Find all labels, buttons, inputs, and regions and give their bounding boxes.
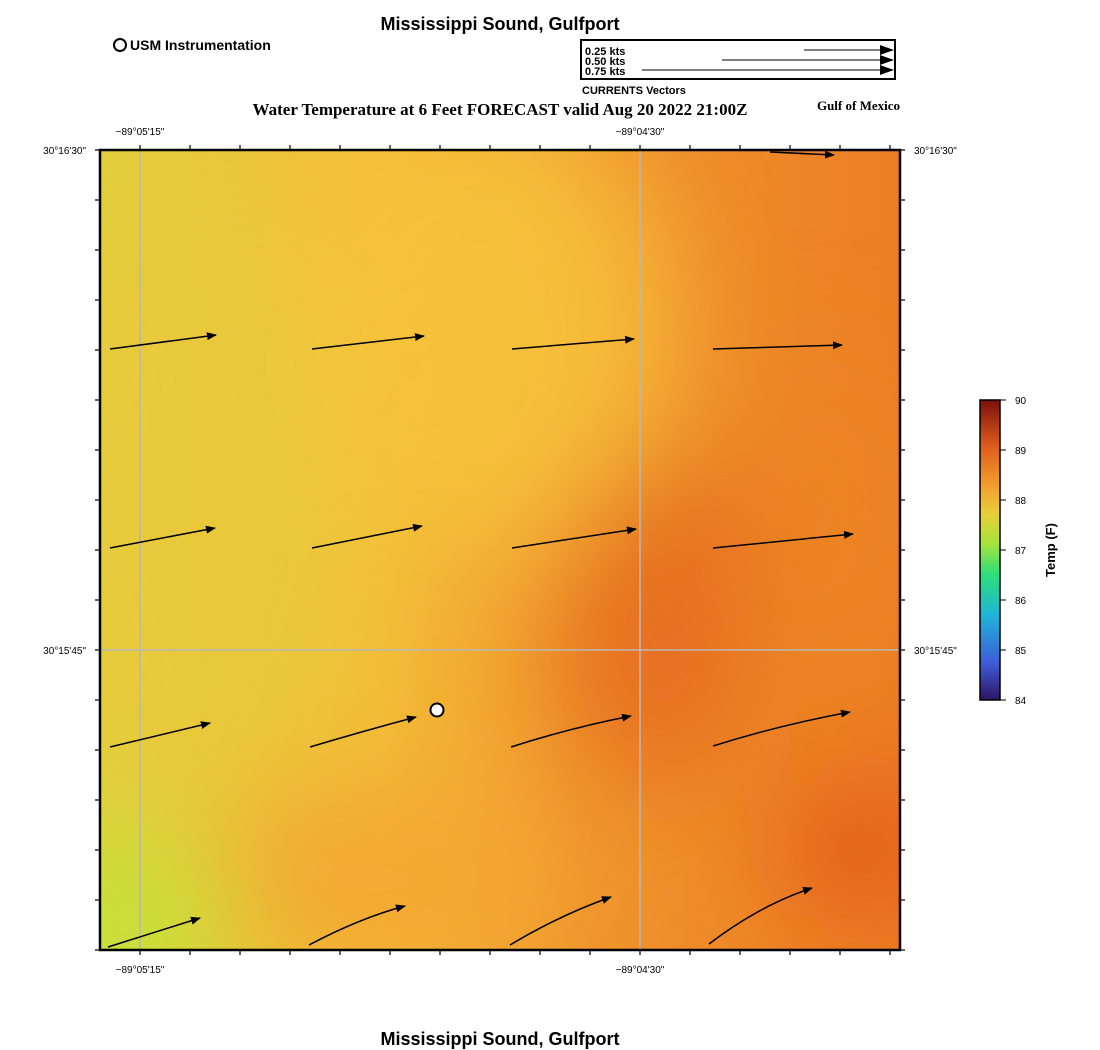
lon-label-top-2: −89°04'30" bbox=[616, 127, 665, 138]
station-legend-label: USM Instrumentation bbox=[130, 37, 271, 53]
station-legend-icon bbox=[113, 38, 127, 52]
footer-title: Mississippi Sound, Gulfport bbox=[380, 1029, 619, 1049]
temperature-colorbar: 90 89 88 87 86 85 84 Temp (F) bbox=[979, 396, 1058, 707]
lon-label-bottom-2: −89°04'30" bbox=[616, 965, 665, 976]
frame-ticks bbox=[95, 145, 905, 955]
lat-label-left-1: 30°16'30" bbox=[43, 146, 86, 157]
colorbar-tick: 89 bbox=[1015, 446, 1027, 457]
colorbar-tick: 86 bbox=[1015, 596, 1027, 607]
current-vectors bbox=[107, 150, 854, 948]
current-vector bbox=[510, 713, 632, 748]
temperature-field bbox=[100, 150, 900, 950]
lat-label-right-1: 30°16'30" bbox=[914, 146, 957, 157]
current-vector bbox=[712, 709, 851, 747]
current-vector bbox=[708, 886, 813, 945]
colorbar-tick: 84 bbox=[1015, 696, 1027, 707]
current-vector bbox=[712, 341, 843, 350]
lon-label-bottom-1: −89°05'15" bbox=[116, 965, 165, 976]
current-vector bbox=[109, 525, 216, 549]
page-title: Mississippi Sound, Gulfport bbox=[380, 14, 619, 34]
colorbar-ramp bbox=[979, 399, 1001, 701]
current-vector bbox=[311, 333, 425, 350]
lon-label-top-1: −89°05'15" bbox=[116, 127, 165, 138]
usm-station-marker[interactable] bbox=[429, 702, 445, 718]
colorbar-label: Temp (F) bbox=[1043, 523, 1058, 577]
colorbar-tick: 87 bbox=[1015, 546, 1027, 557]
lat-label-left-2: 30°15'45" bbox=[43, 646, 86, 657]
current-vector bbox=[308, 904, 406, 946]
current-vector bbox=[107, 916, 201, 948]
vector-legend: 0.25 kts 0.50 kts 0.75 kts CURRENTS Vect… bbox=[580, 39, 896, 97]
vector-legend-label-2: 0.50 kts bbox=[585, 56, 625, 68]
current-vector bbox=[311, 523, 423, 549]
current-vector bbox=[511, 526, 637, 549]
current-vector bbox=[511, 335, 635, 350]
vector-legend-caption: CURRENTS Vectors bbox=[582, 85, 686, 97]
graticule bbox=[100, 150, 900, 950]
vector-legend-label-1: 0.25 kts bbox=[585, 46, 625, 58]
vector-legend-label-3: 0.75 kts bbox=[585, 66, 625, 78]
colorbar-tick: 85 bbox=[1015, 646, 1027, 657]
map-title: Water Temperature at 6 Feet FORECAST val… bbox=[253, 100, 748, 119]
colorbar-tick: 90 bbox=[1015, 396, 1027, 407]
current-vector bbox=[509, 896, 612, 946]
region-label: Gulf of Mexico bbox=[817, 98, 900, 113]
current-vector bbox=[109, 332, 217, 350]
current-vector bbox=[109, 721, 211, 748]
current-vector bbox=[769, 150, 835, 159]
current-vector bbox=[309, 715, 417, 748]
colorbar-tick: 88 bbox=[1015, 496, 1027, 507]
current-vector bbox=[712, 530, 854, 549]
lat-label-right-2: 30°15'45" bbox=[914, 646, 957, 657]
